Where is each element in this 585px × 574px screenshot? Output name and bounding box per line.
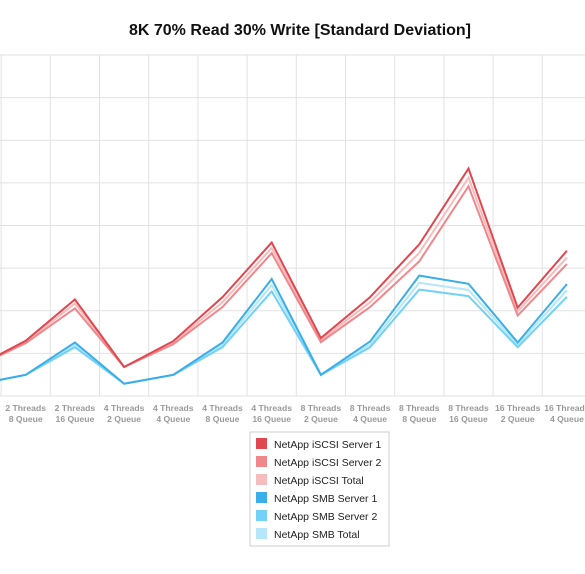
legend-box <box>249 431 390 547</box>
x-tick-label: 4 Threads 2 Queue <box>104 403 145 424</box>
series-line-0 <box>0 166 568 369</box>
legend-swatch <box>256 456 267 467</box>
x-tick-label: 8 Threads 4 Queue <box>350 403 391 424</box>
x-tick-label: 4 Threads 16 Queue <box>251 403 292 424</box>
x-tick-label: 8 Threads 8 Queue <box>399 403 440 424</box>
chart-title: 8K 70% Read 30% Write [Standard Deviatio… <box>129 22 471 39</box>
series-layer <box>0 166 568 385</box>
legend-swatch <box>256 510 267 521</box>
series-line-2 <box>0 175 568 369</box>
legend-swatch <box>256 438 267 449</box>
legend-label: NetApp iSCSI Server 2 <box>274 457 382 469</box>
x-tick-label: 8 Threads 16 Queue <box>448 403 489 424</box>
legend-label: NetApp iSCSI Server 1 <box>274 439 382 451</box>
legend-label: NetApp SMB Server 2 <box>274 511 377 523</box>
legend-label: NetApp SMB Server 1 <box>274 493 377 505</box>
x-tick-label: 2 Threads 16 Queue <box>55 403 96 424</box>
series-line-3 <box>0 274 568 385</box>
grid <box>0 54 585 397</box>
x-tick-label: 4 Threads 8 Queue <box>202 403 243 424</box>
legend-label: NetApp iSCSI Total <box>274 475 364 487</box>
legend-label: NetApp SMB Total <box>274 529 360 541</box>
series-line-1 <box>0 184 568 369</box>
x-tick-label: 8 Threads 2 Queue <box>301 403 342 424</box>
series-line-4 <box>0 288 568 385</box>
x-tick-label: 16 Threads 2 Queue <box>495 403 541 424</box>
series-line-5 <box>0 281 568 385</box>
legend: NetApp iSCSI Server 1 NetApp iSCSI Server… <box>249 431 390 547</box>
legend-swatch <box>256 474 267 485</box>
legend-swatch <box>256 528 267 539</box>
x-tick-label: 4 Threads 4 Queue <box>153 403 194 424</box>
legend-swatch <box>256 492 267 503</box>
x-tick-label: 2 Threads 8 Queue <box>5 403 46 424</box>
